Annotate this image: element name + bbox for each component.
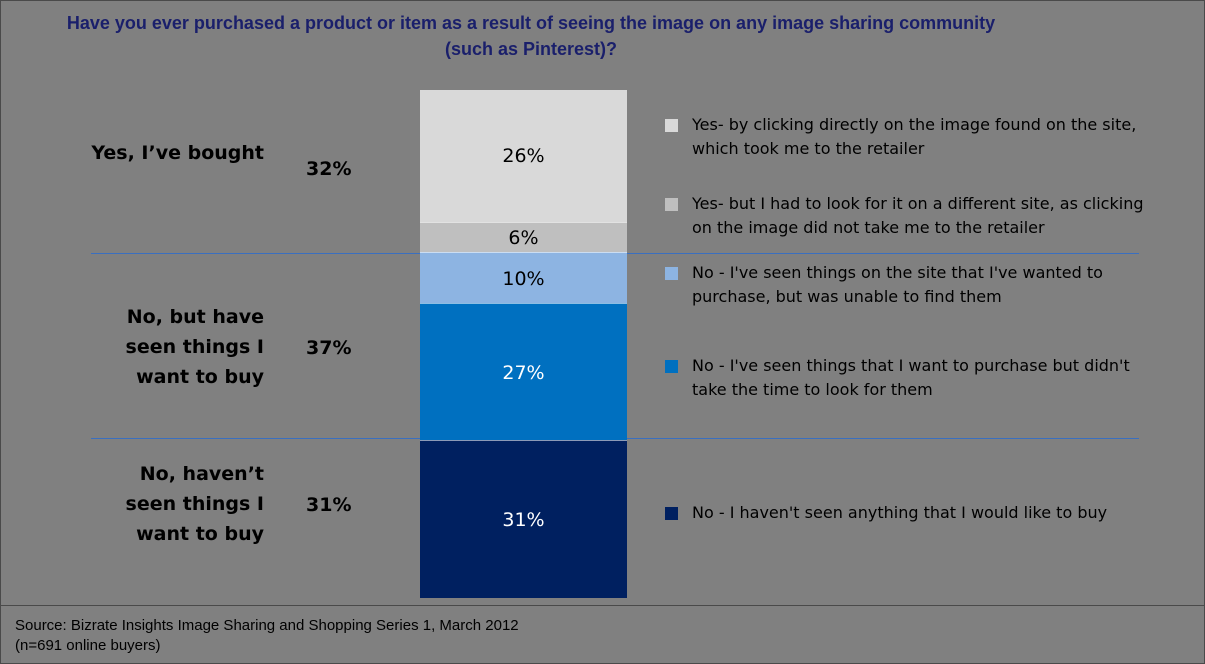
group-label-no-not-seen: No, haven’t seen things I want to buy [125,463,264,545]
legend-swatch-no-no-time [665,360,678,373]
bar-segment-label-3: 27% [502,361,545,384]
legend-item-no-unable-find: No - I've seen things on the site that I… [665,261,1145,309]
chart-title: Have you ever purchased a product or ite… [66,13,996,59]
legend-item-yes-other-site: Yes- but I had to look for it on a diffe… [665,192,1145,240]
legend-label-no-no-time: No - I've seen things that I want to pur… [692,356,1130,399]
group-label-yes: Yes, I’ve bought [91,142,264,164]
bar-segment-label-1: 6% [508,227,539,249]
legend-label-no-not-seen: No - I haven't seen anything that I woul… [692,503,1108,522]
legend-label-no-unable-find: No - I've seen things on the site that I… [692,263,1103,306]
legend-swatch-no-unable-find [665,267,678,280]
bar-segment-label-0: 26% [502,145,545,167]
bar-segment-2: 10% [420,252,627,304]
legend-item-no-not-seen: No - I haven't seen anything that I woul… [665,501,1145,525]
sample-size-line: (n=691 online buyers) [15,637,161,654]
legend-item-yes-clicked: Yes- by clicking directly on the image f… [665,113,1145,161]
bar-segment-3: 27% [420,303,627,441]
group-label-no-but-seen: No, but have seen things I want to buy [125,306,264,388]
legend-label-yes-clicked: Yes- by clicking directly on the image f… [692,115,1137,158]
legend-swatch-yes-other-site [665,198,678,211]
group-total-no-but-seen: 37% [306,337,352,359]
bar-segment-label-4: 31% [502,508,545,531]
legend-swatch-no-not-seen [665,507,678,520]
group-total-no-not-seen: 31% [306,494,352,516]
legend-swatch-yes-clicked [665,119,678,132]
bar-segment-label-2: 10% [502,267,545,290]
bar-segment-0: 26% [420,90,627,222]
stacked-bar: 26% 6% 10% 27% 31% [420,90,627,598]
group-total-yes: 32% [306,158,352,180]
bar-segment-4: 31% [420,440,627,598]
legend-label-yes-other-site: Yes- but I had to look for it on a diffe… [692,194,1144,237]
source-line: Source: Bizrate Insights Image Sharing a… [15,617,519,634]
bar-segment-1: 6% [420,222,627,253]
source-note: Source: Bizrate Insights Image Sharing a… [1,605,1204,664]
legend-item-no-no-time: No - I've seen things that I want to pur… [665,354,1145,402]
